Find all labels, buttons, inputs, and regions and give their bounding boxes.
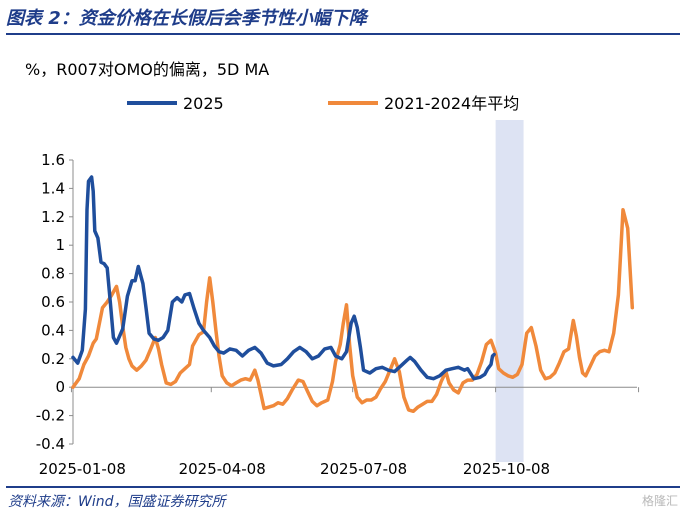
axis-layer: -0.4 -0.2 0 0.2 0.4 0.6 0.8 1 1.2 1.4 1.6 2025-01-0…: [36, 151, 640, 478]
y-tick-label: 1: [55, 236, 65, 254]
x-tick-label: 2025-04-08: [179, 460, 266, 478]
y-tick-label: 1.2: [41, 208, 65, 226]
title-rule: [6, 33, 680, 35]
source-rule: [6, 486, 680, 488]
y-tick-label: 0.6: [41, 293, 65, 311]
y-tick-label: -0.2: [36, 407, 65, 425]
series-line-2025: [71, 175, 496, 381]
highlight-band-layer: [495, 120, 524, 462]
legend-label: 2025: [183, 94, 224, 113]
series-layer: [71, 175, 635, 414]
watermark-text: 格隆汇: [641, 494, 678, 508]
y-tick-label: 0.2: [41, 350, 65, 368]
figure-title: 图表 2：资金价格在长假后会季节性小幅下降: [6, 8, 367, 29]
y-tick-label: -0.4: [36, 435, 65, 453]
x-tick-label: 2025-10-08: [463, 460, 550, 478]
legend: 2025 2021-2024年平均: [127, 94, 519, 113]
y-tick-label: 0.4: [41, 321, 65, 339]
x-tick-label: 2025-01-08: [39, 460, 126, 478]
holiday-highlight-band: [495, 120, 524, 462]
legend-label: 2021-2024年平均: [384, 94, 519, 113]
source-note: 资料来源：Wind，国盛证券研究所: [8, 494, 226, 510]
y-tick-label: 0.8: [41, 265, 65, 283]
x-tick-label: 2025-07-08: [320, 460, 407, 478]
y-tick-label: 1.4: [41, 179, 65, 197]
series-line-2021-2024-avg: [71, 207, 635, 414]
y-tick-label: 1.6: [41, 151, 65, 169]
y-tick-label: 0: [55, 378, 65, 396]
chart-subtitle: %，R007对OMO的偏离，5D MA: [25, 60, 270, 79]
